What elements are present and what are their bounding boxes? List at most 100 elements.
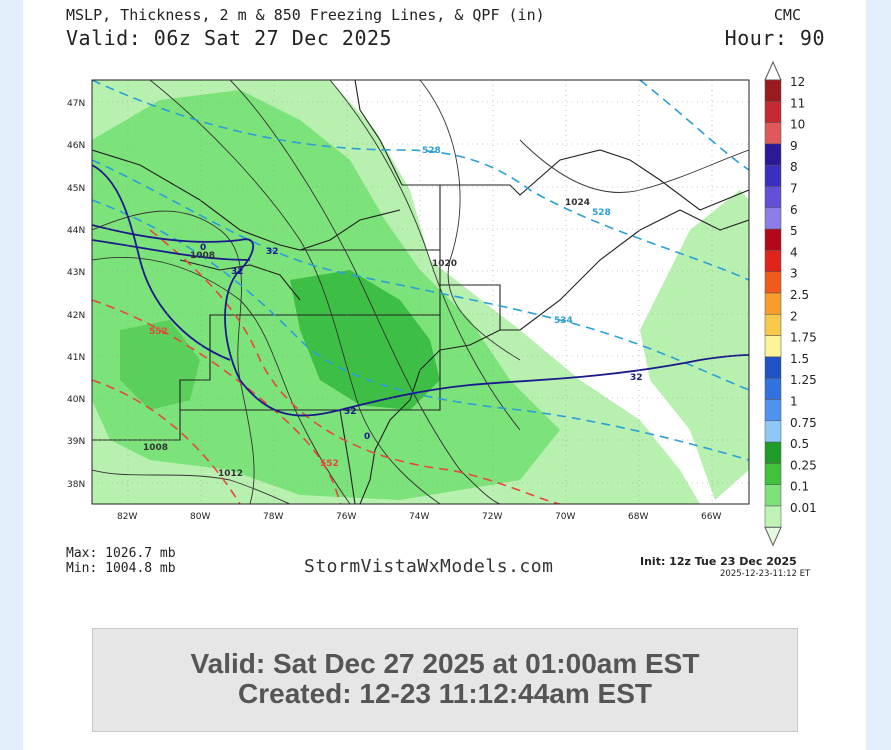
chesapeake-bay [339, 409, 356, 504]
isobar-label: 1008 [143, 443, 168, 453]
freezing-label: 32 [630, 373, 643, 383]
freezing-label: 32 [231, 267, 244, 277]
thickness-546 [149, 229, 561, 504]
state-border-oh [92, 410, 181, 441]
lat-label: 42N [67, 311, 85, 321]
legend-label: 5 [790, 224, 798, 238]
legend-label: 11 [790, 96, 805, 110]
lat-label: 47N [67, 99, 85, 109]
legend-swatch [764, 250, 782, 272]
legend-swatch [764, 441, 782, 464]
legend-label: 4 [790, 245, 798, 259]
legend-label: 6 [790, 203, 798, 217]
legend-swatch [764, 377, 782, 400]
thickness-label: 552 [149, 327, 168, 337]
lat-label: 43N [67, 268, 85, 278]
qpf-heavy-area [290, 270, 440, 410]
lon-label: 70W [555, 512, 575, 522]
lon-label: 66W [701, 512, 721, 522]
lon-label: 82W [117, 512, 137, 522]
thickness-528-b [639, 80, 749, 171]
freezing-line-0 [92, 239, 251, 261]
isobar-5 [329, 80, 521, 431]
isobar-label: 1024 [565, 198, 590, 208]
lon-label: 80W [190, 512, 210, 522]
thickness-552 [92, 299, 341, 504]
thickness-label: 552 [320, 459, 339, 469]
maine-coast [519, 209, 749, 331]
isobar-label: 1012 [218, 469, 243, 479]
legend-label: 1.25 [790, 373, 817, 387]
legend-swatch [764, 356, 782, 379]
lat-label: 46N [67, 141, 85, 151]
thickness-label: 528 [422, 146, 441, 156]
forecast-hour: Hour: 90 [724, 26, 825, 50]
legend-swatch [764, 292, 782, 315]
legend-swatch [764, 228, 782, 251]
map-title: MSLP, Thickness, 2 m & 850 Freezing Line… [66, 6, 545, 24]
legend-swatch [764, 399, 782, 422]
footer-valid: Valid: Sat Dec 27 2025 at 01:00am EST [190, 648, 700, 679]
lat-label: 39N [67, 437, 85, 447]
model-name: CMC [773, 6, 801, 24]
new-england-border [440, 284, 520, 331]
legend-label: 1 [790, 395, 798, 409]
legend-swatch [764, 79, 782, 102]
isobar-1 [92, 210, 255, 504]
lat-label: 40N [67, 395, 85, 405]
isobar-label: 1008 [190, 251, 215, 261]
atlantic-coast [359, 329, 501, 504]
legend-label: 0.1 [790, 480, 809, 494]
legend-label: 2 [790, 309, 798, 323]
legend-bottom-arrow [764, 526, 782, 547]
legend-label: 8 [790, 160, 798, 174]
thickness-558 [92, 379, 241, 504]
legend-top-arrow [764, 60, 782, 81]
thickness-534 [92, 159, 749, 391]
legend-swatch [764, 335, 782, 358]
legend-swatch [764, 122, 782, 145]
init-time: Init: 12z Tue 23 Dec 2025 [640, 555, 797, 568]
map-frame [91, 79, 750, 505]
qpf-light-area-east [640, 190, 749, 500]
thickness-540 [92, 199, 749, 461]
freezing-label: 32 [266, 247, 279, 257]
isobar-4 [229, 80, 501, 504]
lon-label: 78W [263, 512, 283, 522]
thickness-528-a [92, 80, 749, 281]
great-lakes-shore [92, 149, 401, 251]
freezing-label: 0 [200, 243, 206, 253]
us-canada-border [354, 80, 749, 211]
legend-swatch [764, 271, 782, 294]
legend-swatch [764, 101, 782, 123]
legend-label: 1.75 [790, 331, 817, 345]
freezing-label: 32 [344, 407, 357, 417]
lon-label: 76W [336, 512, 356, 522]
lat-label: 44N [67, 226, 85, 236]
legend-label: 2.5 [790, 288, 809, 302]
isobar-label: 1020 [432, 259, 457, 269]
legend-swatch [764, 505, 782, 528]
thickness-label: 528 [592, 208, 611, 218]
valid-info-box: Valid: Sat Dec 27 2025 at 01:00am EST Cr… [92, 628, 798, 732]
freezing-line-32-b [92, 164, 231, 361]
pressure-stats: Max: 1026.7 mb Min: 1004.8 mb [66, 546, 176, 576]
legend-label: 7 [790, 182, 798, 196]
isobar-1020 [419, 80, 521, 361]
freezing-label: 0 [364, 432, 370, 442]
footer-created: Created: 12-23 11:12:44am EST [238, 678, 652, 709]
thickness-label: 534 [554, 316, 573, 326]
lon-label: 74W [409, 512, 429, 522]
legend-label: 0.75 [790, 416, 817, 430]
legend-swatch [764, 484, 782, 507]
legend-label: 12 [790, 75, 805, 89]
legend-swatch [764, 186, 782, 209]
lat-label: 38N [67, 480, 85, 490]
legend-swatch [764, 314, 782, 336]
legend-label: 0.01 [790, 501, 817, 515]
legend-label: 1.5 [790, 352, 809, 366]
legend-label: 10 [790, 118, 805, 132]
legend-label: 3 [790, 267, 798, 281]
lat-label: 41N [67, 353, 85, 363]
